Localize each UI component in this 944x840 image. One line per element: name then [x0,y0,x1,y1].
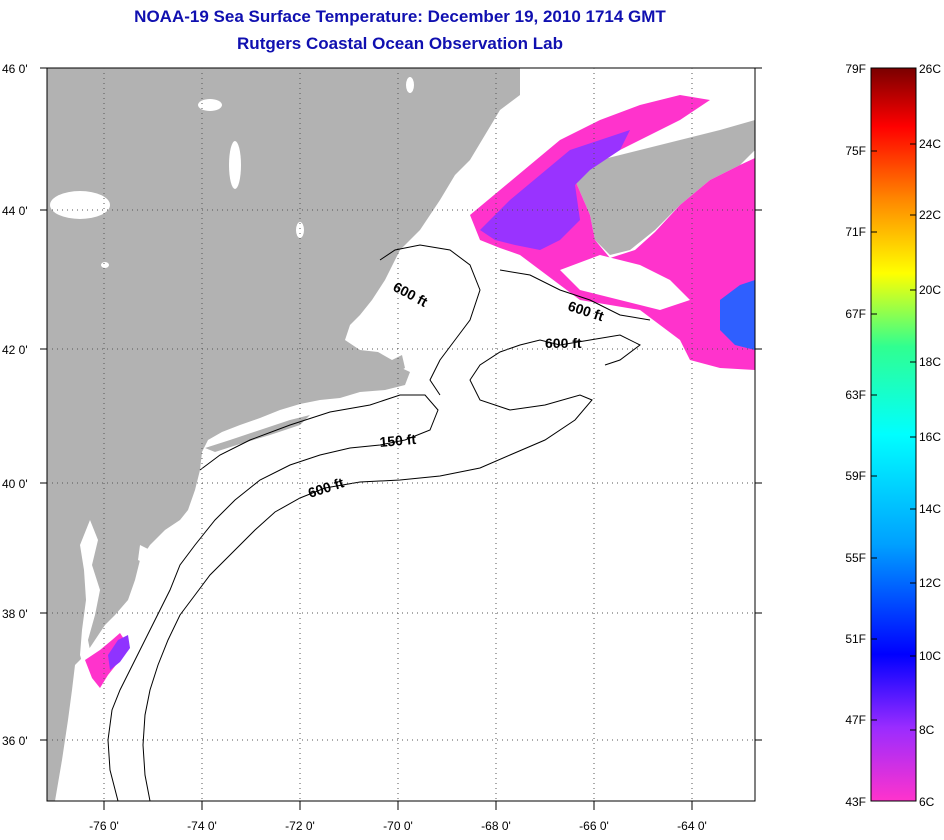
delaware-bay [138,545,150,565]
colorbar-f-ticks [871,143,916,731]
contour-600ft-gom [379,244,481,396]
lake [229,141,241,189]
colorbar-f-label: 43F [845,795,866,809]
colorbar-c-label: 22C [919,208,941,222]
contour-600ft-gom2 [499,269,651,321]
land-us-mainland [47,68,520,801]
tick-marks [40,67,762,810]
lake [198,99,222,111]
land-long-island [205,415,310,452]
lon-label: -68 0' [481,819,511,833]
colorbar-f-label: 51F [845,632,866,646]
graticule [47,68,755,801]
lon-label: -64 0' [677,819,707,833]
cloud-gap [560,255,690,310]
colorbar-c-label: 14C [919,502,941,516]
lat-label: 36 0' [2,734,28,748]
land-nova-scotia [575,120,755,255]
lake [50,191,110,219]
colorbar-c-label: 10C [919,649,941,663]
colorbar-c-label: 18C [919,355,941,369]
lat-label: 42 0' [2,343,28,357]
colorbar-f-label: 63F [845,388,866,402]
colorbar-f-label: 67F [845,307,866,321]
map-subtitle: Rutgers Coastal Ocean Observation Lab [237,34,563,53]
colorbar-c-label: 12C [919,576,941,590]
map-frame [46,67,756,802]
lat-label: 38 0' [2,607,28,621]
sst-chesapeake-mouth-cool [108,635,130,670]
contour-label: 600 ft [545,335,582,351]
chesapeake-bay [80,520,100,672]
colorbar-f-label: 75F [845,144,866,158]
colorbar-c-label: 16C [919,430,941,444]
sst-warm-core [720,280,755,350]
lon-label: -74 0' [187,819,217,833]
map-title: NOAA-19 Sea Surface Temperature: Decembe… [134,7,666,26]
lake [101,262,109,268]
lon-label: -72 0' [285,819,315,833]
colorbar-f-label: 71F [845,225,866,239]
lon-label: -66 0' [579,819,609,833]
lon-label: -70 0' [383,819,413,833]
colorbar-f-label: 47F [845,713,866,727]
colorbar-c-label: 20C [919,283,941,297]
colorbar-c-label: 26C [919,62,941,76]
land-cape-cod [360,350,405,374]
colorbar-f-label: 79F [845,62,866,76]
lat-label: 44 0' [2,204,28,218]
colorbar-f-label: 59F [845,469,866,483]
sst-gulf-of-maine-cool [480,130,630,250]
lake [296,222,304,238]
colorbar-f-label: 55F [845,551,866,565]
colorbar-c-label: 6C [919,795,935,809]
colorbar-c-label: 24C [919,137,941,151]
contour-600ft-shelf [142,334,641,801]
contour-label: 150 ft [379,431,417,450]
lat-label: 40 0' [2,477,28,491]
lake [406,77,414,93]
colorbar-c-label: 8C [919,723,935,737]
contour-150ft [107,394,439,801]
lat-label: 46 0' [2,62,28,76]
lon-label: -76 0' [89,819,119,833]
colorbar [870,67,917,802]
